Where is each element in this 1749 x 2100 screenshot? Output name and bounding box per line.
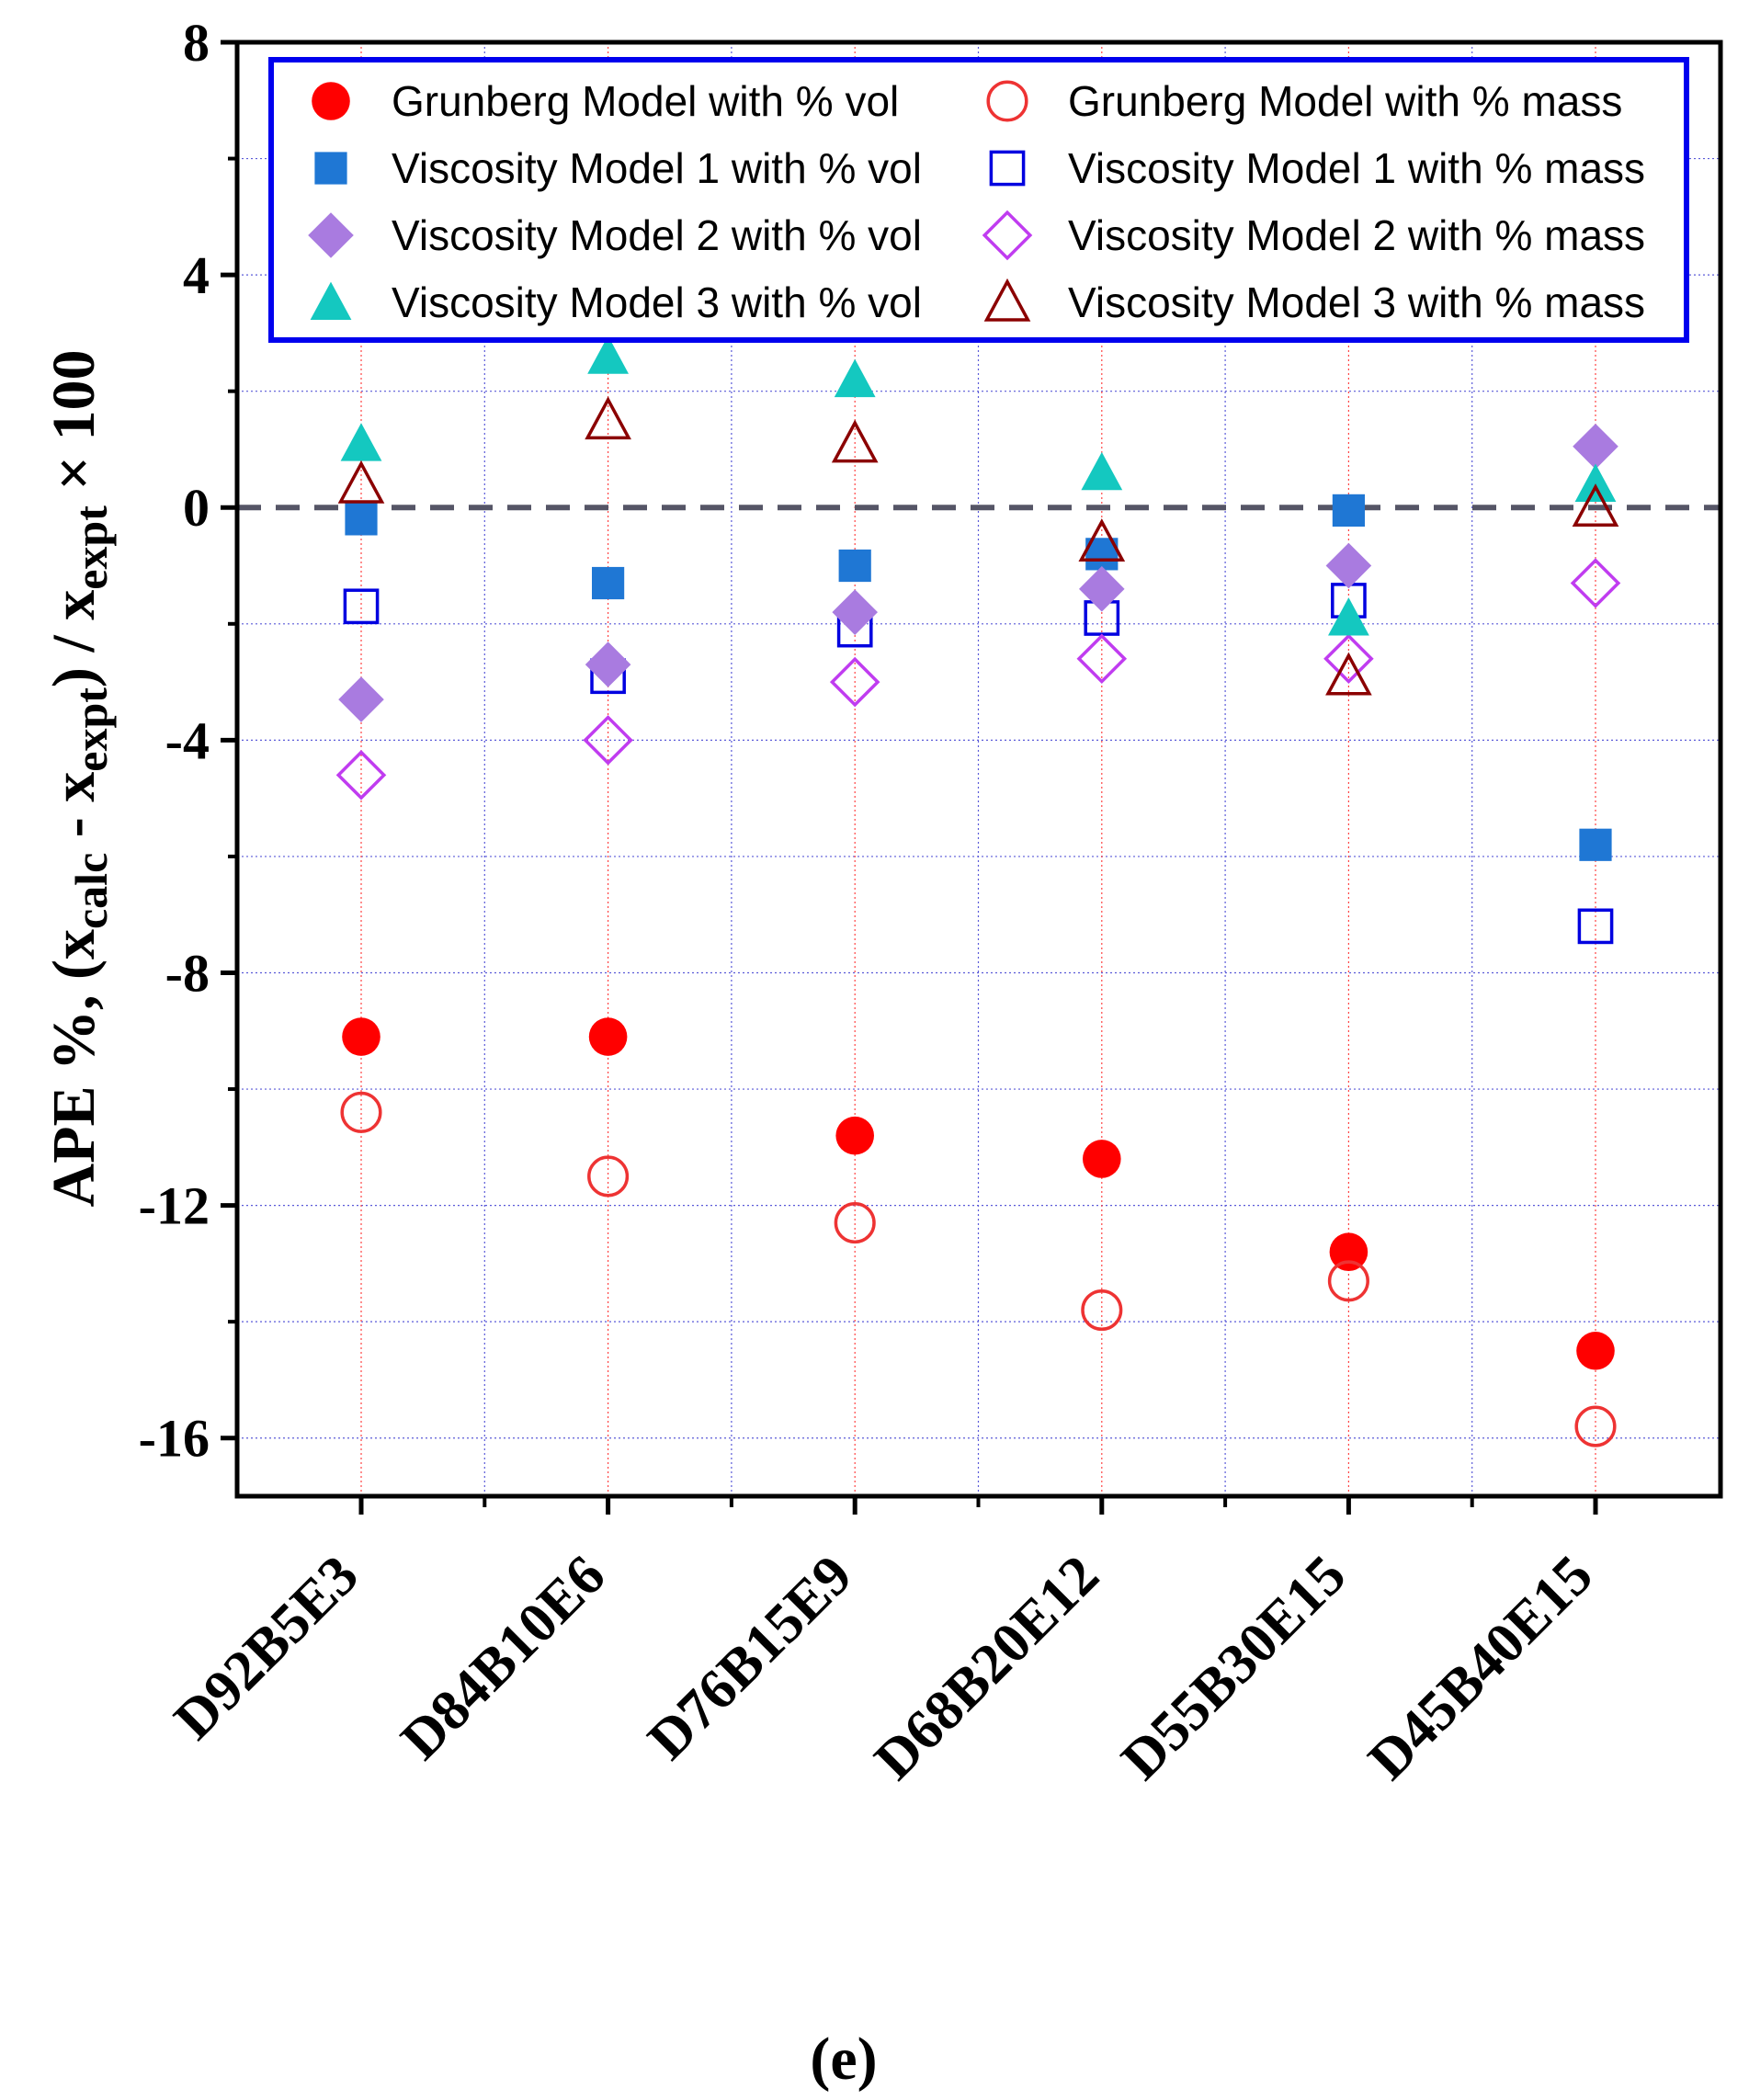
data-point: [1574, 463, 1617, 502]
x-category-label: D84B10E6: [390, 1544, 618, 1772]
data-point: [585, 396, 631, 440]
data-point: [1323, 633, 1374, 685]
data-point: [832, 589, 878, 635]
ylabel-expt-subscript: expt: [65, 687, 117, 772]
legend-marker: [310, 281, 352, 321]
data-point: [342, 1017, 380, 1056]
data-point: [587, 1155, 630, 1198]
ylabel-suffix: × 100: [40, 350, 108, 506]
data-point: [335, 750, 387, 800]
legend-label: Grunberg Model with % mass: [1068, 77, 1622, 125]
x-category-label: D45B40E15: [1357, 1544, 1605, 1792]
data-point: [592, 566, 625, 600]
y-axis-label: APE %, (xcalc - xexpt) / xexpt × 100: [40, 350, 117, 1208]
data-point: [829, 656, 880, 708]
data-point: [1083, 1140, 1121, 1178]
ylabel-after: ) / x: [40, 590, 108, 687]
data-point: [1081, 1288, 1123, 1332]
y-tick-label: -4: [165, 710, 210, 770]
y-tick-label: 4: [183, 245, 210, 305]
y-tick-label: -12: [139, 1176, 210, 1236]
data-point: [1076, 633, 1128, 685]
data-point: [587, 335, 629, 374]
data-point: [1325, 542, 1372, 589]
legend-marker: [989, 150, 1026, 187]
data-point: [1327, 1260, 1369, 1302]
data-point: [583, 715, 633, 766]
points-layer: [335, 335, 1621, 1447]
data-point: [1572, 483, 1619, 528]
ylabel-prefix: APE %, (x: [40, 929, 108, 1207]
data-point: [340, 423, 382, 461]
data-point: [1577, 908, 1614, 945]
legend-label: Viscosity Model 2 with % vol: [392, 211, 922, 259]
data-point: [1573, 423, 1618, 470]
data-point: [343, 588, 380, 625]
data-point: [834, 1202, 876, 1244]
x-category-label: D76B15E9: [636, 1544, 864, 1772]
x-category-label: D68B20E12: [863, 1544, 1111, 1792]
data-point: [834, 358, 876, 398]
legend-label: Viscosity Model 1 with % vol: [392, 144, 922, 192]
legend-label: Grunberg Model with % vol: [392, 77, 899, 125]
legend-marker: [986, 80, 1028, 122]
ylabel-expt-subscript-2: expt: [65, 505, 117, 590]
data-point: [835, 1116, 874, 1155]
x-category-label: D55B30E15: [1110, 1544, 1358, 1792]
legend-marker: [983, 278, 1031, 322]
ylabel-calc-subscript: calc: [65, 853, 117, 929]
data-point: [345, 503, 378, 536]
data-point: [1079, 566, 1125, 612]
data-point: [838, 549, 871, 583]
data-point: [1325, 652, 1372, 696]
data-point: [1081, 451, 1123, 491]
legend-label: Viscosity Model 3 with % mass: [1068, 278, 1645, 326]
legend-marker: [312, 82, 350, 120]
ylabel-middle: - x: [40, 772, 108, 853]
legend-label: Viscosity Model 3 with % vol: [392, 278, 922, 326]
data-point: [340, 1091, 382, 1133]
legend-label: Viscosity Model 2 with % mass: [1068, 211, 1645, 259]
data-point: [588, 1017, 628, 1056]
data-point: [1570, 558, 1621, 608]
data-point: [1328, 597, 1369, 636]
panel-label: (e): [810, 2026, 877, 2093]
legend-marker: [982, 210, 1033, 261]
data-point: [585, 641, 631, 687]
data-point: [338, 676, 384, 722]
legend-label: Viscosity Model 1 with % mass: [1068, 144, 1645, 192]
legend-box: [268, 57, 1689, 343]
data-point: [1332, 494, 1365, 528]
y-tick-label: -8: [165, 943, 210, 1003]
data-point: [1574, 1405, 1617, 1447]
y-tick-label: 8: [183, 13, 210, 73]
legend-marker: [308, 212, 354, 258]
legend: Grunberg Model with % vol Grunberg Model …: [268, 57, 1689, 343]
data-point: [1576, 1332, 1615, 1370]
data-point: [337, 460, 385, 504]
data-point: [831, 419, 879, 463]
legend-marker: [314, 152, 347, 185]
data-point: [1329, 1232, 1369, 1272]
y-tick-label: -16: [139, 1409, 210, 1469]
data-point: [1078, 518, 1126, 562]
x-category-label: D92B5E3: [163, 1544, 370, 1752]
y-tick-label: 0: [183, 478, 210, 538]
data-point: [1579, 828, 1612, 861]
